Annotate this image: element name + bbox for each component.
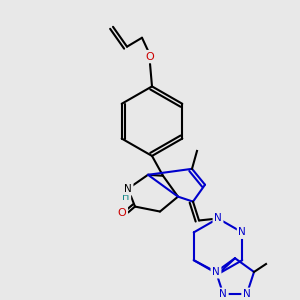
Text: N: N bbox=[243, 289, 250, 299]
Text: O: O bbox=[146, 52, 154, 61]
Text: O: O bbox=[118, 208, 126, 218]
Text: N: N bbox=[124, 184, 132, 194]
Text: N: N bbox=[214, 214, 222, 224]
Text: N: N bbox=[219, 289, 227, 299]
Text: H: H bbox=[122, 192, 130, 202]
Text: N: N bbox=[238, 227, 246, 237]
Text: N: N bbox=[212, 267, 220, 277]
